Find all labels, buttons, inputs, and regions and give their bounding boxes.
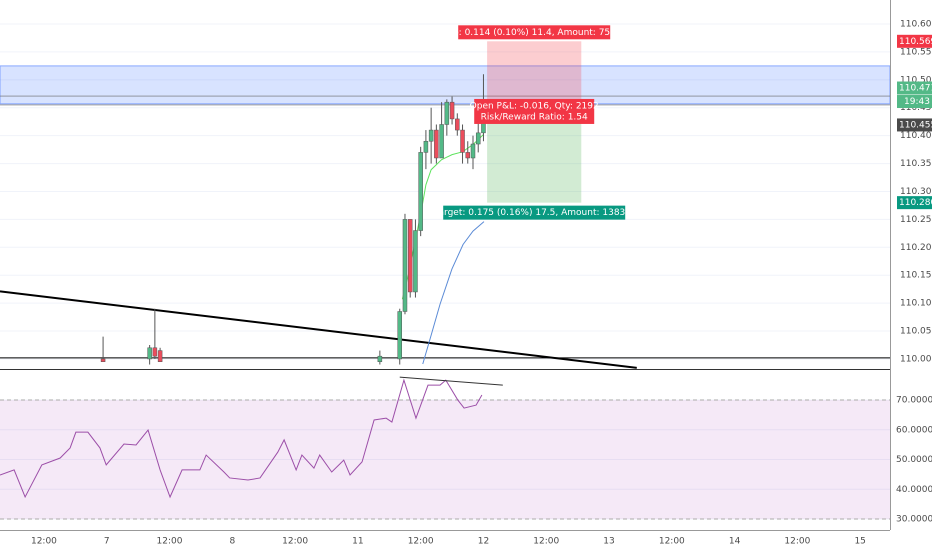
y-tick-label: 110.600 <box>900 20 932 30</box>
rsi-tick-label: 40.0000 <box>896 485 932 495</box>
price-pane <box>0 41 890 369</box>
x-tick-label: 15 <box>854 537 865 547</box>
candle-body <box>157 350 163 362</box>
x-tick-label: 8 <box>229 537 235 547</box>
price-label-box <box>897 81 932 95</box>
candle-body <box>455 118 460 131</box>
y-tick-label: 110.200 <box>900 243 932 253</box>
price-label-box <box>897 34 932 48</box>
stop-label-box <box>458 25 611 40</box>
candle-body <box>377 355 383 362</box>
candle-body <box>444 101 450 125</box>
rsi-band <box>0 400 890 519</box>
stop-label: Stop: 0.114 (0.10%) 11.4, Amount: 750.11 <box>438 28 630 38</box>
labels: Stop: 0.114 (0.10%) 11.4, Amount: 750.11… <box>434 25 932 220</box>
x-tick-label: 12:00 <box>31 537 57 547</box>
rsi-tick-label: 70.0000 <box>896 396 932 406</box>
rsi-line <box>0 378 483 499</box>
candle-body <box>449 101 455 120</box>
candle-body <box>465 152 471 159</box>
rsi-pane <box>0 376 890 520</box>
candle-body <box>397 311 402 360</box>
y-tick-label: 110.400 <box>900 131 932 141</box>
y-tick-label: 110.250 <box>900 215 932 225</box>
price-label-box <box>897 196 932 210</box>
target-label-box <box>443 205 626 220</box>
countdown: 19:43 <box>904 97 930 107</box>
x-tick-label: 12:00 <box>784 537 810 547</box>
moving-average <box>422 221 485 365</box>
pnl-label: Open P&L: -0.016, Qty: 2192 <box>470 101 599 111</box>
candle-body <box>413 230 418 293</box>
rsi-tick-label: 60.0000 <box>896 425 932 435</box>
candle-body <box>475 132 481 145</box>
candle-body <box>147 347 152 360</box>
candle-body <box>152 347 158 357</box>
axes: 12:00 7 12:00 8 12:00 11 12:00 12 12:00 13 12:00 14… <box>31 20 932 547</box>
rsi-trendline <box>399 376 503 386</box>
candle-body <box>418 152 423 231</box>
trendline <box>0 290 637 369</box>
price-label-box <box>897 118 932 132</box>
ratio-label: Risk/Reward Ratio: 1.54 <box>481 112 588 122</box>
x-tick-label: 7 <box>104 537 110 547</box>
stop-zone <box>487 41 582 105</box>
x-tick-label: 12 <box>478 537 489 547</box>
y-tick-label: 110.300 <box>900 187 932 197</box>
x-tick-label: 11 <box>352 537 363 547</box>
y-tick-label: 110.550 <box>900 47 932 57</box>
countdown-box <box>897 95 932 109</box>
y-tick-label: 110.500 <box>900 75 932 85</box>
candle-body <box>460 129 465 153</box>
candle-body <box>428 129 434 142</box>
y-tick-label: 110.100 <box>900 299 932 309</box>
price-label: 110.280 <box>899 198 932 208</box>
y-tick-label: 110.450 <box>900 103 932 113</box>
x-tick-label: 14 <box>729 537 741 547</box>
candle-body <box>434 129 439 159</box>
price-label: 110.569 <box>899 37 932 47</box>
pnl-label-box <box>474 98 595 124</box>
zone <box>0 65 890 105</box>
rsi-tick-label: 50.0000 <box>896 455 932 465</box>
x-tick-label: 12:00 <box>533 537 559 547</box>
candle-body <box>407 219 413 293</box>
candle-body <box>402 219 408 312</box>
rsi-tick-label: 30.0000 <box>896 514 932 524</box>
x-tick-label: 12:00 <box>157 537 183 547</box>
candle-body <box>439 124 444 159</box>
y-tick-label: 110.350 <box>900 159 932 169</box>
x-tick-label: 12:00 <box>282 537 308 547</box>
candle-body <box>423 140 429 153</box>
target-label: Target: 0.175 (0.16%) 17.5, Amount: 1383… <box>434 208 635 218</box>
y-tick-label: 110.000 <box>900 354 932 364</box>
candle-body <box>470 143 476 159</box>
price-label: 110.471 <box>899 84 932 94</box>
x-tick-label: 12:00 <box>659 537 685 547</box>
candle-body <box>100 358 106 362</box>
y-tick-label: 110.150 <box>900 271 932 281</box>
x-tick-label: 13 <box>603 537 614 547</box>
y-tick-label: 110.050 <box>900 327 932 337</box>
price-label: 110.455 <box>899 120 932 130</box>
x-tick-label: 12:00 <box>408 537 434 547</box>
